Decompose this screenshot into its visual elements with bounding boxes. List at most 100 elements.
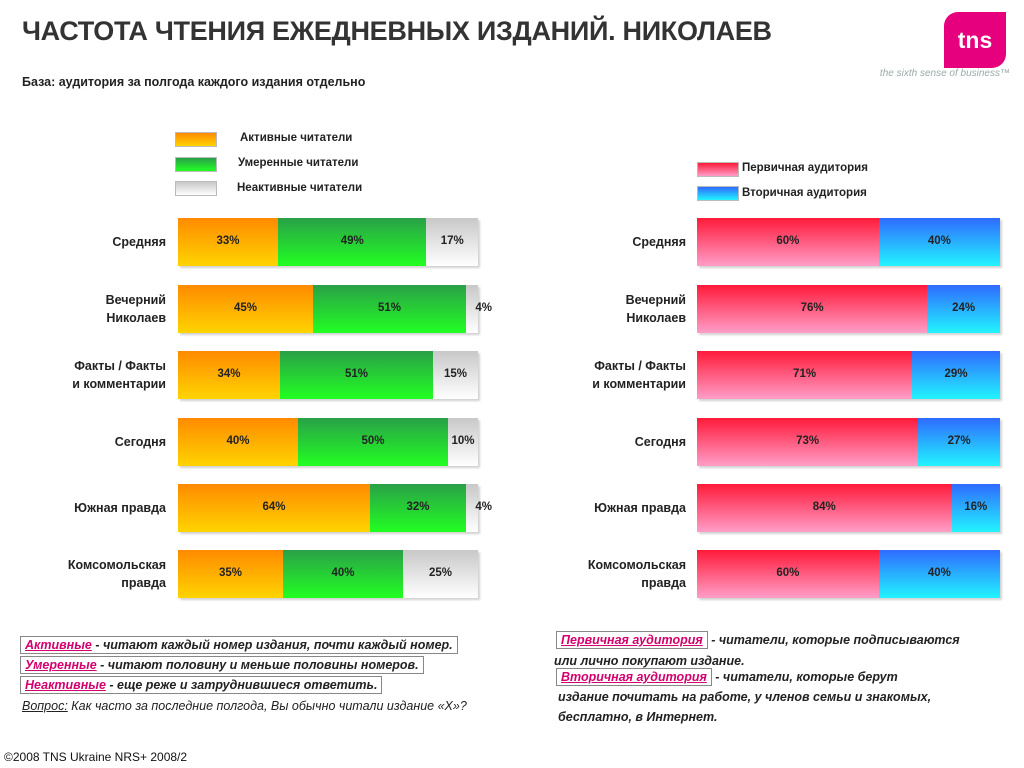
- note-primary-text-2: или лично покупают издание.: [554, 654, 745, 668]
- right-bar-segment: 60%: [697, 218, 879, 266]
- note-active-text: - читают каждый номер издания, почти каж…: [91, 638, 453, 652]
- tns-logo: tns: [944, 12, 1006, 68]
- left-bar-value-label: 25%: [428, 567, 453, 579]
- note-moderate-term: Умеренные: [25, 658, 97, 672]
- left-category-label: Факты / Факты и комментарии: [72, 359, 166, 391]
- logo-tagline: the sixth sense of business™: [879, 68, 1010, 79]
- note-secondary-text-2: издание почитать на работе, у членов сем…: [558, 690, 932, 704]
- right-category-label: Факты / Факты и комментарии: [592, 359, 686, 391]
- left-bar-row: 45% 51% 4%: [178, 285, 492, 333]
- left-bar-value-label: 15%: [443, 368, 468, 380]
- left-bar-row: 33% 49% 17%: [178, 218, 478, 266]
- right-bar-value-label: 29%: [944, 368, 968, 380]
- left-category-label: Вечерний Николаев: [105, 293, 166, 325]
- right-bar-row: 84% 16%: [697, 484, 1000, 532]
- right-bar-segment: 27%: [918, 418, 1000, 466]
- left-bar-row: 34% 51% 15%: [178, 351, 478, 399]
- note-primary: Первичная аудитория - читатели, которые …: [556, 631, 960, 649]
- right-bar-row: 71% 29%: [697, 351, 1000, 399]
- survey-question: Вопрос: Как часто за последние полгода, …: [22, 699, 467, 713]
- note-secondary: Вторичная аудитория - читатели, которые …: [556, 668, 898, 686]
- right-bar-segment: 16%: [951, 484, 1000, 532]
- left-bar-segment: 49%: [278, 218, 427, 266]
- note-primary-term: Первичная аудитория: [561, 633, 703, 647]
- right-bar-segment: 29%: [912, 351, 1000, 399]
- legend-swatch-active: [175, 132, 217, 147]
- note-inactive: Неактивные - еще реже и затруднившиеся о…: [20, 676, 383, 694]
- note-secondary-term: Вторичная аудитория: [561, 670, 707, 684]
- left-bar-segment: 40%: [178, 418, 298, 466]
- legend-swatch-primary: [697, 162, 739, 177]
- right-bar-segment: 60%: [697, 550, 879, 598]
- right-bar-value-label: 16%: [964, 501, 988, 513]
- right-bar-value-label: 60%: [776, 567, 800, 579]
- right-bar-value-label: 60%: [776, 235, 800, 247]
- note-inactive-term: Неактивные: [25, 678, 106, 692]
- left-bar-value-label: 32%: [406, 501, 430, 513]
- left-bar-value-label: 34%: [217, 368, 241, 380]
- question-text: Как часто за последние полгода, Вы обычн…: [67, 699, 467, 713]
- left-bar-segment: 35%: [178, 550, 283, 598]
- right-category-label: Сегодня: [634, 435, 686, 449]
- left-bar-segment: 4%: [466, 285, 492, 333]
- left-bar-value-label: 64%: [262, 501, 286, 513]
- left-bar-row: 64% 32% 4%: [178, 484, 492, 532]
- question-label: Вопрос:: [22, 699, 68, 713]
- left-bar-segment: 45%: [178, 285, 313, 333]
- legend-label-secondary: Вторичная аудитория: [742, 187, 867, 199]
- right-bar-value-label: 24%: [952, 302, 976, 314]
- page-title: ЧАСТОТА ЧТЕНИЯ ЕЖЕДНЕВНЫХ ИЗДАНИЙ. НИКОЛ…: [22, 16, 772, 46]
- left-category-label: Южная правда: [74, 501, 166, 515]
- legend-label-moderate: Умеренные читатели: [238, 157, 359, 169]
- left-category-label: Сегодня: [114, 435, 166, 449]
- left-bar-value-label: 40%: [331, 567, 355, 579]
- left-bar-segment: 25%: [403, 550, 478, 598]
- legend-label-primary: Первичная аудитория: [742, 162, 868, 174]
- left-bar-value-label: 4%: [475, 501, 492, 513]
- legend-label-active: Активные читатели: [240, 132, 353, 144]
- right-category-label: Вечерний Николаев: [625, 293, 686, 325]
- left-bar-segment: 51%: [313, 285, 466, 333]
- right-bar-row: 73% 27%: [697, 418, 1000, 466]
- right-bar-segment: 76%: [697, 285, 928, 333]
- right-bar-value-label: 76%: [800, 302, 824, 314]
- right-category-label: Южная правда: [594, 501, 686, 515]
- left-bar-segment: 10%: [448, 418, 478, 466]
- right-bar-value-label: 40%: [927, 567, 951, 579]
- right-bar-value-label: 84%: [812, 501, 836, 513]
- left-bar-value-label: 51%: [377, 302, 402, 314]
- left-bar-value-label: 33%: [216, 235, 240, 247]
- right-category-label: Комсомольская правда: [587, 558, 686, 590]
- right-bar-value-label: 40%: [927, 235, 951, 247]
- left-bar-segment: 34%: [178, 351, 280, 399]
- left-bar-value-label: 17%: [440, 235, 464, 247]
- legend-swatch-secondary: [697, 186, 739, 201]
- left-bar-segment: 64%: [178, 484, 370, 532]
- left-bar-value-label: 4%: [475, 302, 492, 314]
- left-bar-segment: 15%: [433, 351, 478, 399]
- left-bar-segment: 50%: [298, 418, 448, 466]
- left-bar-segment: 51%: [280, 351, 433, 399]
- left-bar-segment: 40%: [283, 550, 403, 598]
- left-bar-row: 40% 50% 10%: [178, 418, 478, 466]
- right-bar-row: 60% 40%: [697, 550, 1000, 598]
- note-secondary-text-3: бесплатно, в Интернет.: [558, 710, 718, 724]
- right-category-label: Средняя: [632, 235, 686, 249]
- right-bar-segment: 84%: [697, 484, 952, 532]
- legend-swatch-inactive: [175, 181, 217, 196]
- right-bar-segment: 40%: [878, 550, 1000, 598]
- left-bar-segment: 33%: [178, 218, 278, 266]
- left-category-label: Средняя: [112, 235, 166, 249]
- left-bar-value-label: 49%: [340, 235, 364, 247]
- left-bar-segment: 32%: [370, 484, 466, 532]
- right-bar-value-label: 71%: [793, 368, 817, 380]
- left-bar-value-label: 40%: [226, 435, 250, 447]
- note-secondary-text: - читатели, которые берут: [711, 670, 898, 684]
- note-moderate-text: - читают половину и меньше половины номе…: [96, 658, 419, 672]
- note-moderate: Умеренные - читают половину и меньше пол…: [20, 656, 424, 674]
- note-inactive-text: - еще реже и затруднившиеся ответить.: [105, 678, 378, 692]
- left-bar-value-label: 51%: [344, 368, 369, 380]
- left-bar-value-label: 35%: [218, 567, 243, 579]
- left-bar-segment: 17%: [426, 218, 478, 266]
- right-bar-value-label: 73%: [796, 435, 820, 447]
